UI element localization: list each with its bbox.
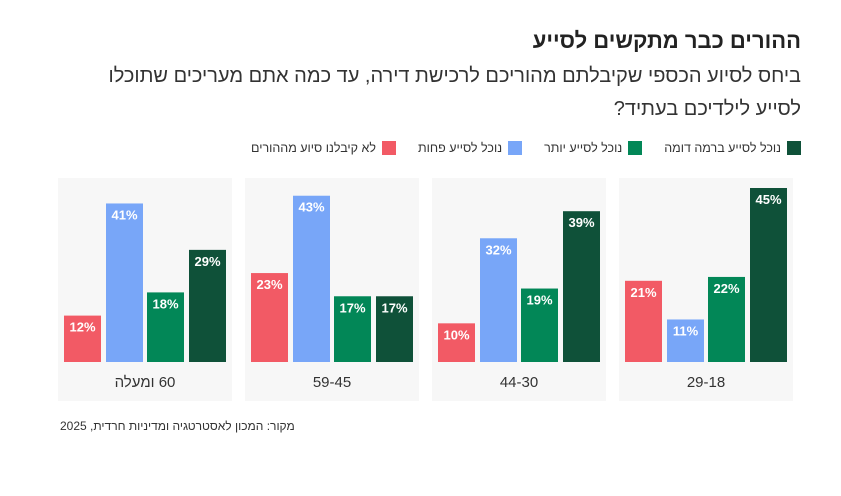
bar: [293, 195, 330, 362]
bar: [376, 296, 413, 362]
category-label: 29-18: [687, 374, 725, 391]
bar: [106, 203, 143, 362]
bar: [521, 288, 558, 362]
data-label: 12%: [69, 320, 95, 335]
data-label: 22%: [713, 281, 739, 296]
category-label: 59-45: [313, 374, 351, 391]
legend-swatch: [787, 141, 801, 155]
chart-title: ההורים כבר מתקשים לסייע: [532, 28, 801, 53]
data-label: 32%: [485, 242, 511, 257]
bar: [147, 292, 184, 362]
bar: [625, 280, 662, 362]
data-label: 11%: [673, 323, 699, 338]
data-label: 21%: [630, 285, 656, 300]
bar: [438, 323, 475, 362]
bar: [251, 273, 288, 362]
data-label: 18%: [152, 296, 178, 311]
data-label: 17%: [339, 300, 365, 315]
data-label: 10%: [443, 327, 469, 342]
category-label: 44-30: [500, 374, 538, 391]
data-label: 41%: [111, 207, 137, 222]
legend-item: נוכל לסייע ברמה דומה: [664, 141, 801, 155]
data-label: 29%: [194, 254, 220, 269]
data-label: 17%: [381, 300, 407, 315]
data-label: 39%: [568, 215, 594, 230]
chart-subtitle: ביחס לסיוע הכספי שקיבלתם מהוריכם לרכישת …: [108, 65, 801, 120]
bar: [334, 296, 371, 362]
legend-item: לא קיבלנו סיוע מההורים: [251, 141, 396, 155]
data-label: 23%: [256, 277, 282, 292]
data-label: 19%: [526, 293, 552, 308]
bar: [64, 315, 101, 362]
legend-label: נוכל לסייע ברמה דומה: [664, 141, 781, 155]
bar: [708, 276, 745, 362]
legend-label: נוכל לסייע יותר: [544, 141, 623, 155]
data-label: 43%: [298, 200, 324, 215]
bar: [667, 319, 704, 362]
legend-swatch: [508, 141, 523, 155]
legend-swatch: [628, 141, 643, 155]
bar: [563, 211, 600, 362]
legend-label: לא קיבלנו סיוע מההורים: [250, 141, 376, 155]
legend-item: נוכל לסייע פחות: [418, 141, 523, 155]
bar: [189, 249, 226, 362]
bar: [480, 238, 517, 362]
legend-swatch: [382, 141, 396, 155]
source-note: מקור: המכון לאסטרטגיה ומדיניות חרדית, 20…: [60, 419, 295, 433]
legend-item: נוכל לסייע יותר: [544, 141, 643, 155]
bar: [750, 188, 787, 362]
category-label: 60 ומעלה: [115, 374, 176, 391]
data-label: 45%: [755, 192, 781, 207]
legend-label: נוכל לסייע פחות: [418, 141, 503, 155]
legend: נוכל לסייע ברמה דומה נוכל לסייע יותר נוכ…: [251, 141, 801, 155]
